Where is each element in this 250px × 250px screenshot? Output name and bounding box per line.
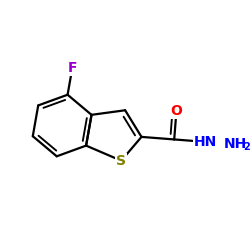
Text: S: S	[116, 154, 126, 168]
Text: HN: HN	[194, 135, 217, 149]
Text: NH: NH	[223, 137, 246, 151]
Text: F: F	[68, 61, 77, 75]
Text: O: O	[170, 104, 182, 118]
Text: 2: 2	[243, 142, 250, 152]
